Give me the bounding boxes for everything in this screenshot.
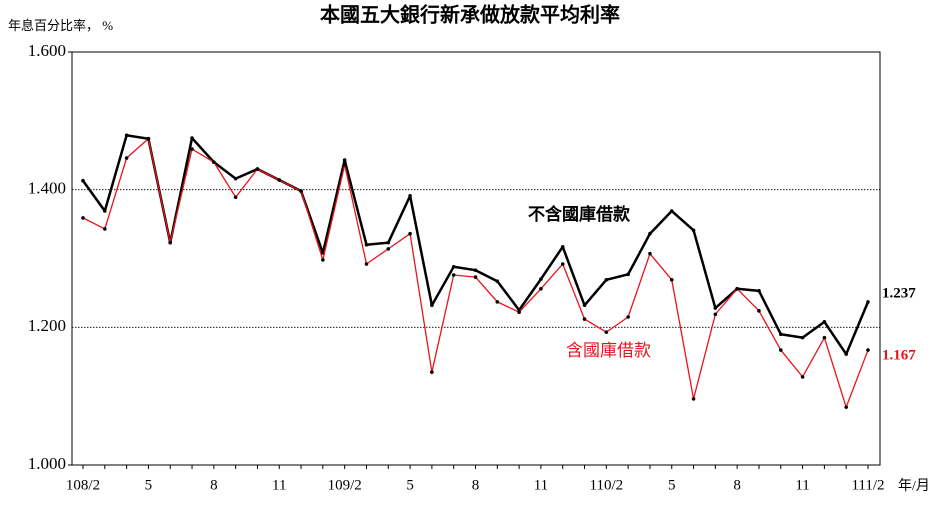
- point: [691, 397, 696, 401]
- point: [103, 227, 107, 231]
- point: [233, 176, 238, 181]
- point: [495, 300, 500, 304]
- point: [604, 278, 609, 282]
- point: [844, 405, 848, 409]
- point: [517, 310, 521, 314]
- point: [560, 244, 565, 249]
- end-value-label: 1.167: [882, 347, 916, 363]
- point: [539, 277, 543, 281]
- point: [669, 278, 674, 282]
- series-line: [81, 134, 870, 356]
- point: [648, 251, 652, 256]
- x-tick-label: 111/2: [851, 477, 884, 493]
- point: [299, 189, 303, 193]
- x-tick-label: 108/2: [66, 477, 100, 493]
- point: [582, 317, 587, 321]
- x-tick-label: 11: [795, 477, 809, 493]
- y-tick-label: 1.000: [28, 454, 66, 473]
- x-tick-label: 11: [272, 477, 286, 493]
- point: [321, 258, 325, 262]
- end-value-label: 1.237: [882, 285, 916, 301]
- point: [800, 375, 805, 379]
- plot-frame: [71, 51, 881, 466]
- point: [495, 279, 500, 284]
- point: [81, 216, 85, 220]
- y-tick-label: 1.200: [28, 316, 66, 335]
- point: [255, 167, 260, 171]
- point: [190, 147, 194, 151]
- x-tick-label: 8: [733, 477, 741, 493]
- point: [190, 136, 194, 140]
- point: [626, 315, 630, 319]
- point: [778, 348, 783, 352]
- x-tick-label: 109/2: [328, 477, 362, 493]
- point: [560, 262, 565, 266]
- point: [669, 209, 674, 213]
- x-tick-label: 8: [472, 477, 480, 493]
- x-tick-label: 11: [534, 477, 548, 493]
- point: [800, 335, 805, 340]
- point: [364, 242, 369, 247]
- x-tick-label: 5: [668, 477, 676, 493]
- point: [866, 348, 870, 352]
- point: [822, 320, 827, 324]
- point: [146, 136, 151, 141]
- point: [604, 330, 609, 334]
- point: [342, 158, 347, 162]
- point: [124, 156, 129, 160]
- point: [364, 262, 369, 266]
- point: [822, 335, 827, 340]
- point: [386, 247, 391, 251]
- point: [124, 133, 129, 138]
- point: [430, 303, 434, 308]
- point: [451, 273, 456, 277]
- point: [408, 194, 412, 198]
- point: [81, 178, 85, 183]
- point: [778, 332, 783, 337]
- point: [386, 240, 391, 245]
- chart-title: 本國五大銀行新承做放款平均利率: [320, 3, 620, 27]
- y-axis-label: 年息百分比率， %: [8, 18, 113, 33]
- point: [626, 272, 630, 277]
- point: [451, 264, 456, 269]
- point: [648, 231, 652, 236]
- y-tick-label: 1.400: [28, 179, 66, 198]
- point: [713, 312, 718, 317]
- x-axis-label: 年/月: [898, 478, 930, 494]
- series-label: 含國庫借款: [566, 341, 651, 360]
- point: [342, 163, 347, 167]
- x-tick-label: 5: [145, 477, 153, 493]
- point: [866, 300, 870, 304]
- point: [233, 195, 238, 200]
- point: [212, 160, 216, 164]
- point: [168, 240, 173, 245]
- point: [582, 303, 587, 308]
- x-tick-label: 8: [210, 477, 218, 493]
- point: [430, 370, 434, 374]
- point: [103, 209, 107, 213]
- point: [277, 178, 282, 182]
- point: [844, 352, 848, 356]
- point: [735, 286, 739, 291]
- x-tick-label: 110/2: [590, 477, 624, 493]
- point: [757, 309, 761, 313]
- point: [473, 268, 478, 273]
- series-label: 不含國庫借款: [528, 204, 631, 224]
- point: [757, 289, 761, 293]
- x-tick-label: 5: [406, 477, 414, 493]
- point: [691, 228, 696, 233]
- point: [713, 306, 718, 310]
- point: [473, 275, 478, 279]
- point: [408, 231, 412, 236]
- series-line: [82, 138, 869, 408]
- point: [539, 286, 543, 291]
- y-tick-label: 1.600: [28, 41, 66, 60]
